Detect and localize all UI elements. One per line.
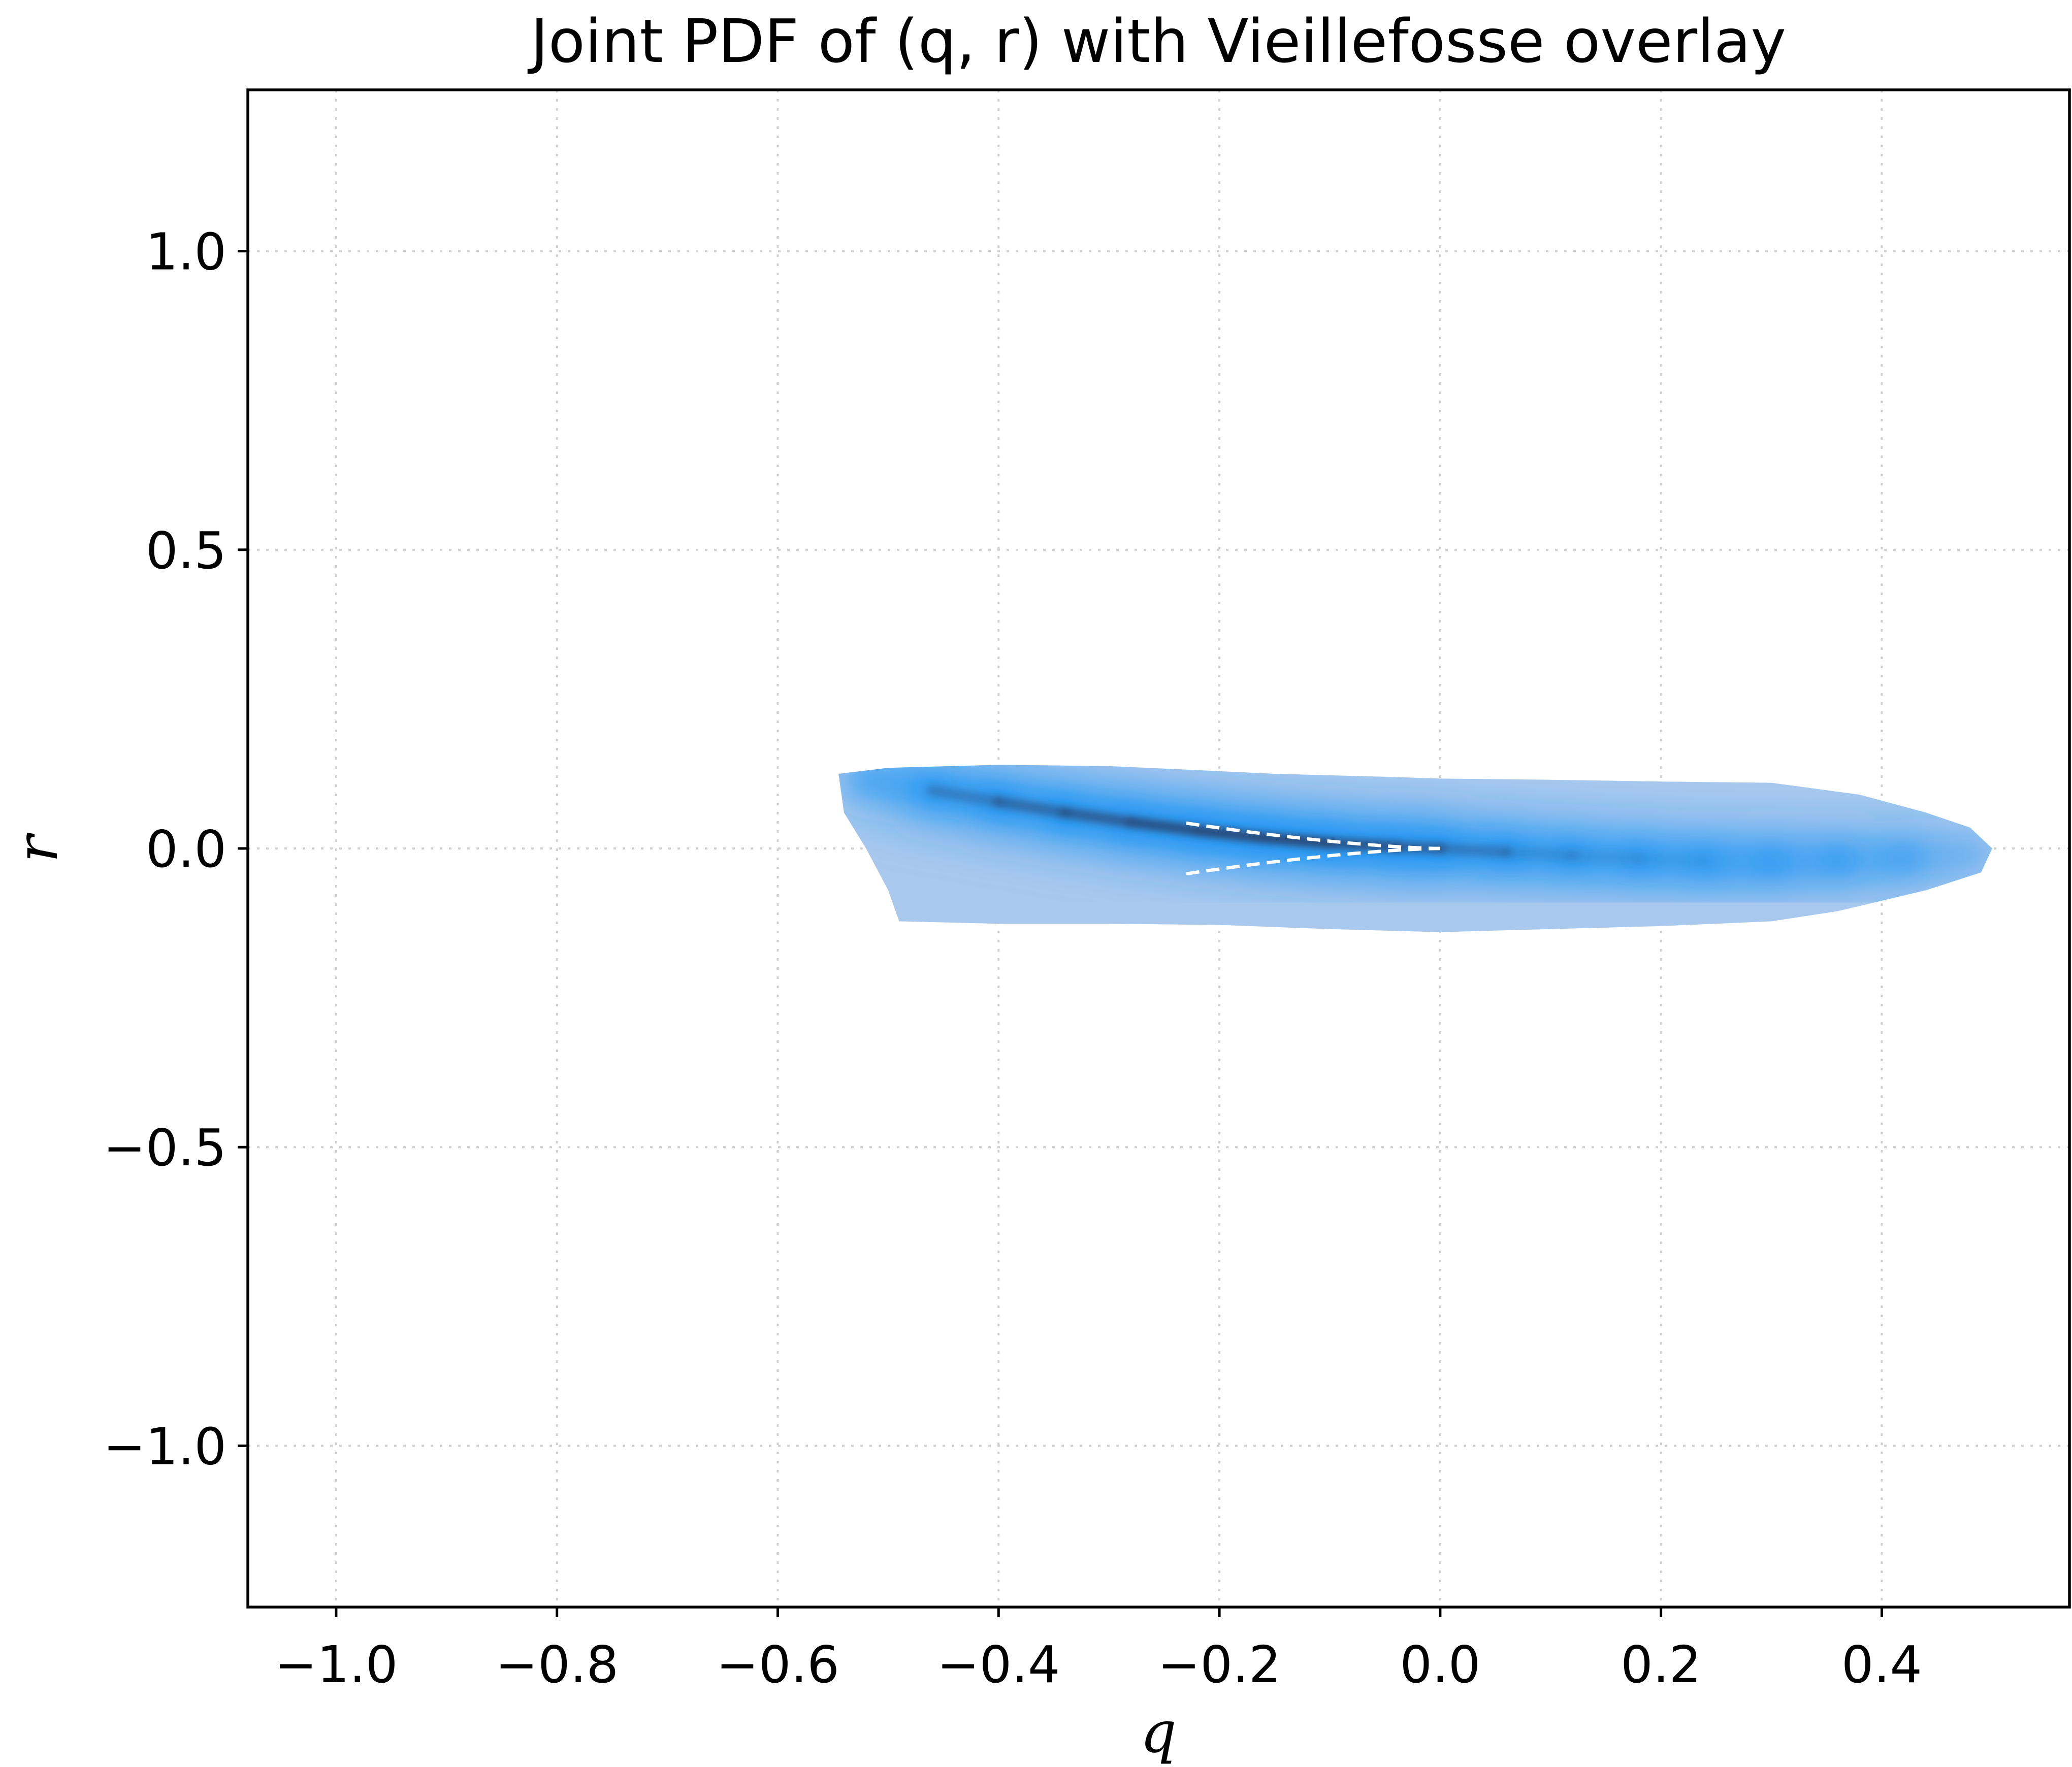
ridge-layer-2 <box>926 784 1970 867</box>
ridge-segment <box>1059 807 1137 828</box>
ridge-segment <box>1191 825 1269 843</box>
ridge-segment <box>1125 816 1203 836</box>
y-tick-label: −0.5 <box>103 1118 226 1177</box>
x-axis-label: q <box>1140 1699 1177 1765</box>
ridge-segment <box>926 784 1005 808</box>
vieillefosse-upper-branch <box>1186 821 1440 850</box>
y-axis-label: r <box>5 832 71 863</box>
y-axis-ticks: 1.0 0.5 0.0 −0.5 −1.0 <box>103 222 248 1476</box>
x-tick-label: −0.6 <box>716 1635 839 1694</box>
x-tick-label: −0.2 <box>1158 1635 1281 1694</box>
ridge-segment <box>1838 858 1904 861</box>
ridge-segment <box>1567 850 1645 864</box>
x-axis-ticks: −1.0 −0.8 −0.6 −0.4 −0.2 0.0 0.2 0.4 <box>275 1607 1922 1694</box>
x-tick-label: 0.0 <box>1400 1635 1480 1694</box>
x-tick-label: −1.0 <box>275 1635 398 1694</box>
ridge-segment <box>1258 832 1336 849</box>
vieillefosse-lower-branch <box>1186 846 1440 876</box>
ridge-segment <box>1501 846 1578 862</box>
y-tick-label: 0.5 <box>146 521 226 580</box>
x-tick-label: −0.4 <box>937 1635 1060 1694</box>
x-tick-label: 0.2 <box>1621 1635 1701 1694</box>
ridge-segment <box>1771 861 1838 862</box>
ridge-segment <box>1434 843 1512 858</box>
x-tick-label: −0.8 <box>495 1635 619 1694</box>
x-tick-label: 0.4 <box>1841 1635 1922 1694</box>
ridge-segment <box>1904 855 1970 858</box>
ridge-segment <box>1324 837 1402 853</box>
y-tick-label: −1.0 <box>103 1417 226 1476</box>
ridge-segment <box>993 796 1071 819</box>
plot-area <box>838 765 1992 932</box>
density-ridge <box>838 765 1992 900</box>
chart-title: Joint PDF of (q, r) with Vieillefosse ov… <box>527 6 1786 76</box>
ridge-segment <box>1886 836 1988 876</box>
y-tick-label: 0.0 <box>146 820 226 879</box>
ridge-segment <box>1633 853 1711 867</box>
ridge-segment <box>1705 861 1771 862</box>
density-layer <box>838 765 1992 932</box>
y-tick-label: 1.0 <box>146 222 226 282</box>
vieillefosse-overlay <box>1186 821 1440 876</box>
